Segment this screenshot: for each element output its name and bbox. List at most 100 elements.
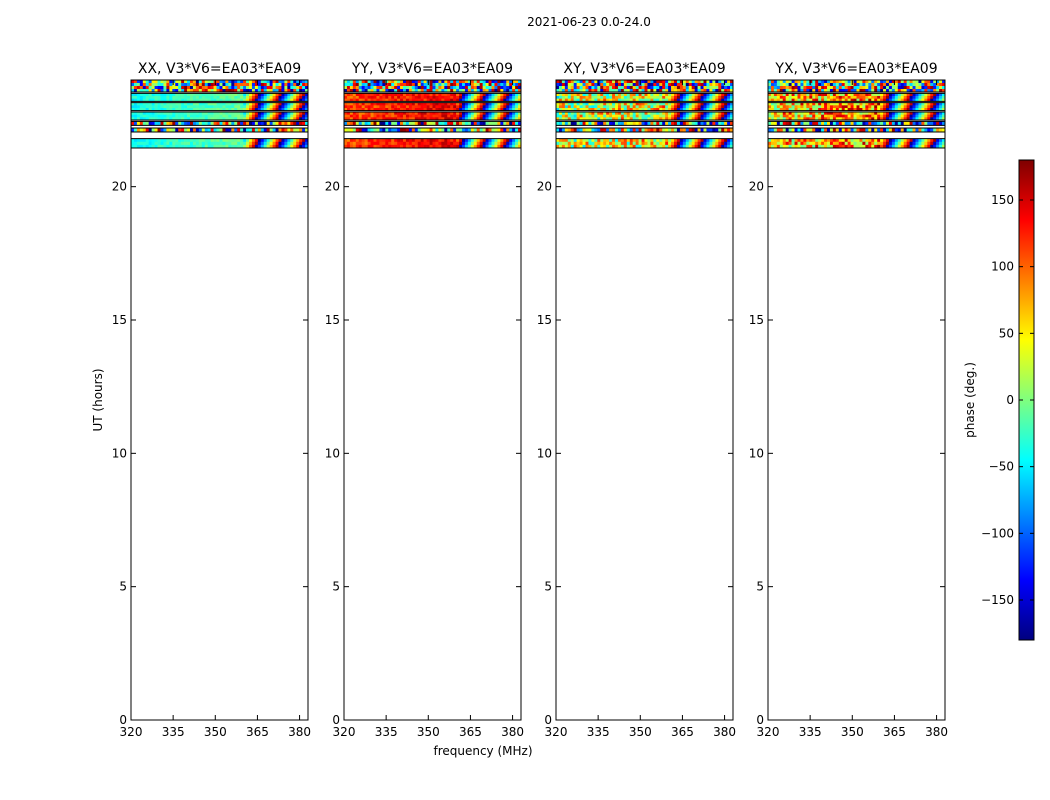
heatmap-cell: [915, 114, 919, 118]
heatmap-cell: [797, 86, 801, 90]
heatmap-cell: [880, 98, 884, 102]
heatmap-cell: [662, 108, 666, 111]
heatmap-cell: [420, 138, 424, 143]
heatmap-cell: [939, 108, 943, 111]
heatmap-cell: [358, 105, 362, 109]
heatmap-cell: [184, 121, 188, 126]
heatmap-cell: [918, 83, 922, 87]
heatmap-cell: [894, 80, 899, 84]
heatmap-cell: [862, 86, 866, 90]
heatmap-cell: [656, 86, 660, 90]
heatmap-cell: [435, 144, 439, 149]
heatmap-cell: [391, 108, 395, 111]
heatmap-cell: [939, 83, 943, 87]
heatmap-cell: [635, 83, 639, 87]
heatmap-cell: [249, 93, 253, 97]
heatmap-cell: [921, 108, 925, 111]
heatmap-cell: [564, 86, 569, 90]
heatmap-cell: [376, 117, 380, 121]
y-tick-label: 20: [112, 180, 127, 194]
heatmap-cell: [391, 138, 395, 143]
heatmap-cell: [131, 96, 135, 99]
heatmap-cell: [721, 89, 725, 93]
heatmap-cell: [444, 117, 448, 121]
heatmap-cell: [806, 93, 810, 97]
heatmap-cell: [841, 108, 845, 111]
heatmap-cell: [620, 105, 625, 109]
heatmap-cell: [376, 105, 380, 109]
heatmap-cell: [582, 141, 586, 146]
heatmap-cell: [296, 83, 300, 87]
heatmap-cell: [933, 83, 937, 87]
heatmap-cell: [272, 83, 276, 87]
heatmap-cell: [497, 112, 501, 115]
heatmap-cell: [629, 128, 633, 133]
heatmap-cell: [394, 80, 398, 84]
heatmap-cell: [694, 98, 698, 102]
heatmap-cell: [470, 138, 475, 143]
heatmap-cell: [344, 89, 348, 93]
heatmap-cell: [629, 138, 633, 143]
heatmap-cell: [201, 108, 206, 111]
heatmap-cell: [426, 102, 430, 106]
heatmap-cell: [703, 108, 707, 111]
heatmap-cell: [269, 83, 273, 87]
heatmap-cell: [653, 102, 657, 106]
heatmap-cell: [272, 89, 276, 93]
heatmap-cell: [715, 128, 719, 133]
heatmap-cell: [891, 89, 896, 93]
heatmap-cell: [791, 144, 795, 149]
heatmap-cell: [467, 83, 472, 87]
heatmap-cell: [603, 105, 607, 109]
heatmap-cell: [821, 128, 825, 133]
heatmap-cell: [385, 98, 389, 102]
heatmap-cell: [172, 102, 176, 106]
heatmap-cell: [782, 121, 786, 126]
heatmap-cell: [355, 141, 360, 146]
colorbar-tick-label: 100: [991, 260, 1014, 274]
heatmap-cell: [204, 83, 208, 87]
heatmap-cell: [930, 83, 934, 87]
heatmap-cell: [703, 144, 707, 149]
heatmap-cell: [438, 144, 442, 149]
heatmap-cell: [676, 80, 681, 84]
heatmap-cell: [305, 98, 309, 102]
heatmap-cell: [632, 138, 636, 143]
heatmap-cell: [570, 98, 574, 102]
heatmap-cell: [594, 80, 598, 84]
heatmap-cell: [939, 86, 943, 90]
heatmap-cell: [467, 80, 472, 84]
heatmap-cell: [626, 141, 631, 146]
heatmap-cell: [603, 80, 607, 84]
heatmap-cell: [703, 105, 707, 109]
heatmap-cell: [154, 102, 158, 106]
heatmap-cell: [791, 105, 795, 109]
heatmap-cell: [579, 93, 583, 97]
heatmap-cell: [679, 144, 684, 149]
heatmap-cell: [476, 96, 480, 99]
heatmap-cell: [939, 114, 943, 118]
heatmap-cell: [933, 114, 937, 118]
heatmap-cell: [500, 86, 504, 90]
heatmap-cell: [682, 138, 687, 143]
heatmap-cell: [724, 138, 728, 143]
heatmap-cell: [638, 108, 642, 111]
heatmap-cell: [665, 93, 669, 97]
heatmap-cell: [936, 98, 940, 102]
heatmap-cell: [275, 108, 279, 111]
heatmap-cell: [175, 144, 179, 149]
heatmap-cell: [234, 89, 238, 93]
heatmap-cell: [674, 93, 678, 97]
heatmap-cell: [850, 112, 854, 115]
heatmap-cell: [352, 80, 357, 84]
heatmap-cell: [871, 112, 875, 115]
heatmap-cell: [246, 112, 250, 115]
heatmap-cell: [721, 86, 725, 90]
heatmap-cell: [476, 121, 480, 126]
heatmap-cell: [515, 96, 519, 99]
heatmap-cell: [832, 117, 837, 121]
heatmap-cell: [151, 86, 155, 90]
heatmap-cell: [352, 96, 357, 99]
heatmap-cell: [142, 98, 147, 102]
heatmap-cell: [408, 141, 413, 146]
